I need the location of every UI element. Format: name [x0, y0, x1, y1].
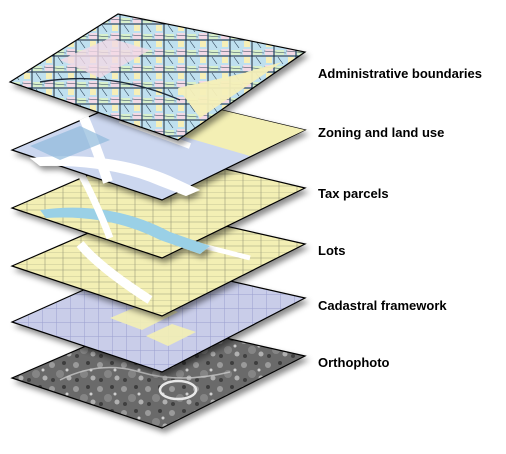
label-tax-parcels: Tax parcels — [318, 186, 389, 201]
label-orthophoto: Orthophoto — [318, 355, 390, 370]
label-zoning-land-use: Zoning and land use — [318, 125, 445, 140]
label-administrative-boundaries: Administrative boundaries — [318, 66, 482, 81]
layer-administrative-boundaries — [8, 13, 307, 141]
label-cadastral-framework: Cadastral framework — [318, 298, 447, 313]
label-lots: Lots — [318, 243, 346, 258]
